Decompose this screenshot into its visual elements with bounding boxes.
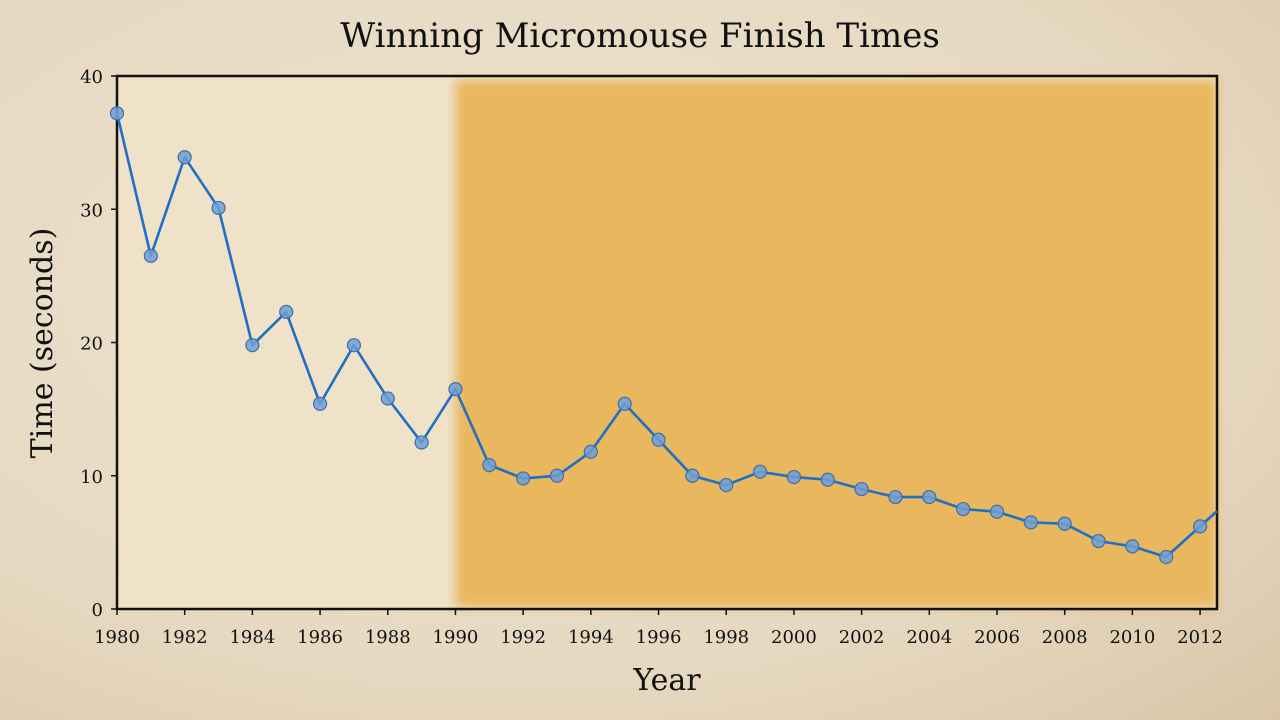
data-point xyxy=(1159,549,1174,565)
data-point xyxy=(245,338,260,353)
x-tick-label: 1986 xyxy=(297,627,343,648)
x-tick-label: 2010 xyxy=(1109,627,1155,648)
data-point xyxy=(414,435,429,450)
x-tick-label: 1988 xyxy=(365,627,411,648)
data-point xyxy=(617,396,632,411)
data-point xyxy=(279,304,294,319)
y-tick-label: 30 xyxy=(80,200,103,221)
y-axis-label: Time (seconds) xyxy=(25,228,60,459)
x-tick-label: 1992 xyxy=(500,627,546,648)
data-point xyxy=(1091,533,1106,549)
data-point xyxy=(346,338,362,353)
data-point xyxy=(651,432,666,447)
y-tick-label: 20 xyxy=(80,334,103,355)
x-tick-label: 2006 xyxy=(974,627,1020,648)
x-tick-label: 2004 xyxy=(906,627,952,648)
data-point xyxy=(549,468,565,483)
data-point xyxy=(177,150,192,165)
data-point xyxy=(1023,515,1038,530)
data-point xyxy=(786,469,802,485)
x-axis-label: Year xyxy=(632,663,701,698)
data-point xyxy=(820,472,835,487)
data-point xyxy=(719,477,734,493)
data-point xyxy=(888,489,903,505)
data-point xyxy=(312,396,328,411)
x-tick-label: 1994 xyxy=(568,627,614,648)
data-point xyxy=(482,457,497,473)
data-point xyxy=(989,504,1005,519)
data-point xyxy=(1192,519,1208,534)
x-tick-label: 1982 xyxy=(162,627,208,648)
data-point xyxy=(1125,539,1140,554)
x-tick-label: 1998 xyxy=(703,627,749,648)
data-point xyxy=(516,471,531,486)
data-point xyxy=(109,106,125,121)
y-tick-label: 0 xyxy=(92,600,103,621)
chart-title: Winning Micromouse Finish Times xyxy=(340,16,940,56)
data-point xyxy=(380,391,395,406)
x-tick-label: 1990 xyxy=(433,627,479,648)
y-tick-label: 40 xyxy=(80,67,103,88)
x-tick-label: 1984 xyxy=(229,627,275,648)
data-point xyxy=(854,481,869,497)
x-tick-label: 1996 xyxy=(636,627,682,648)
data-point xyxy=(448,382,463,397)
y-tick-label: 10 xyxy=(80,467,103,488)
x-tick-label: 1980 xyxy=(94,627,140,648)
data-point xyxy=(211,200,226,216)
highlight-region xyxy=(455,80,1217,607)
data-point xyxy=(143,248,158,263)
data-point xyxy=(922,489,937,505)
x-tick-label: 2012 xyxy=(1177,627,1223,648)
series-line xyxy=(115,113,1218,559)
x-tick-label: 2002 xyxy=(839,627,885,648)
data-point xyxy=(752,464,768,479)
data-point xyxy=(956,501,971,517)
x-tick-label: 2008 xyxy=(1042,627,1088,648)
data-point xyxy=(685,468,700,483)
data-point xyxy=(583,444,598,459)
data-point xyxy=(1057,516,1072,531)
x-tick-label: 2000 xyxy=(771,627,817,648)
